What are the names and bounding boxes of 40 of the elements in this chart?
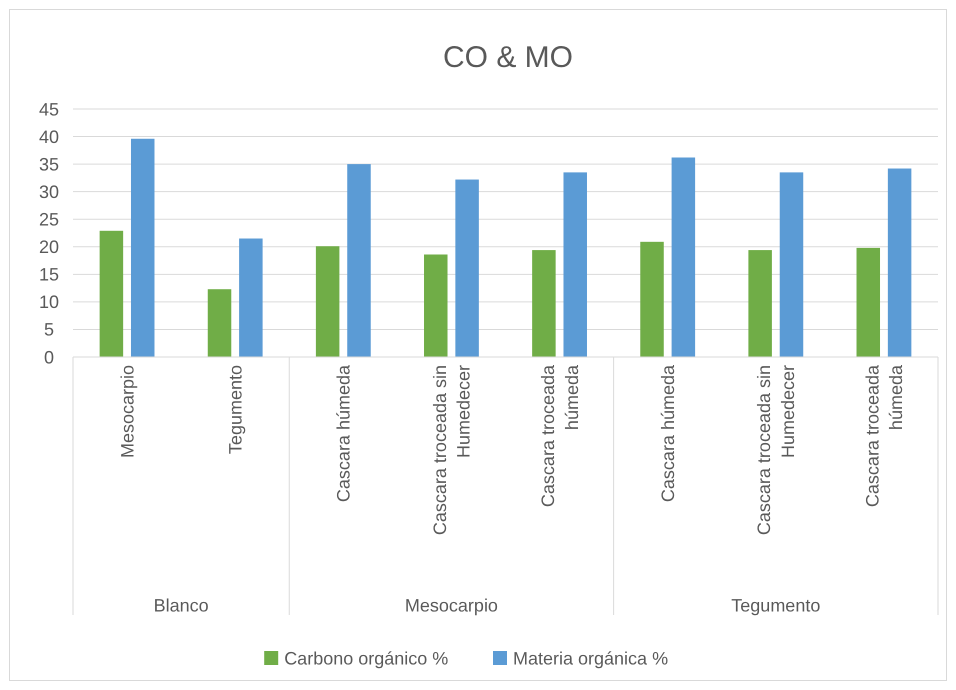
y-tick-label: 20 xyxy=(38,237,60,258)
text: Blanco xyxy=(154,595,209,616)
x-tick-label: Cascara troceada húmeda xyxy=(538,364,582,508)
bar xyxy=(888,168,912,357)
y-tick-label: 0 xyxy=(44,347,54,368)
y-tick-label: 10 xyxy=(38,292,60,312)
y-tick-label: 35 xyxy=(38,154,60,174)
bar xyxy=(780,172,804,357)
x-tick-label: Cascara troceada sin Humedecer xyxy=(430,365,474,536)
bar xyxy=(316,246,340,357)
legend-label: Materia orgánica % xyxy=(513,648,668,668)
y-tick-label: 45 xyxy=(38,99,60,120)
y-tick-label: 40 xyxy=(38,126,60,147)
x-tick-label: Cascara húmeda xyxy=(334,364,354,502)
bar xyxy=(455,180,479,357)
y-tick-label: 30 xyxy=(38,182,60,202)
legend-label: Carbono orgánico % xyxy=(284,648,448,668)
bar xyxy=(239,238,263,357)
text: Tegumento xyxy=(731,595,820,616)
x-tick-label: Cascara troceada húmeda xyxy=(862,364,906,508)
text: Mesocarpio xyxy=(404,595,498,616)
y-tick-label: 15 xyxy=(38,264,60,285)
bar xyxy=(640,242,664,357)
x-tick-label: Cascara húmeda xyxy=(658,364,678,502)
bar xyxy=(748,250,772,357)
bar xyxy=(532,250,556,357)
bar xyxy=(130,138,154,357)
bar xyxy=(347,164,371,357)
bar xyxy=(208,289,232,357)
bar xyxy=(672,158,696,357)
y-tick-label: 25 xyxy=(38,210,60,230)
y-tick-label: 5 xyxy=(44,320,54,340)
chart-title: CO & MO xyxy=(442,41,574,74)
x-tick-label: Cascara troceada sin Humedecer xyxy=(754,365,798,536)
x-tick-label: Mesocarpio xyxy=(117,365,138,458)
bar xyxy=(100,230,124,357)
bar xyxy=(856,248,880,357)
bar xyxy=(563,172,587,357)
x-tick-label: Tegumento xyxy=(225,365,246,454)
bar xyxy=(424,254,448,357)
